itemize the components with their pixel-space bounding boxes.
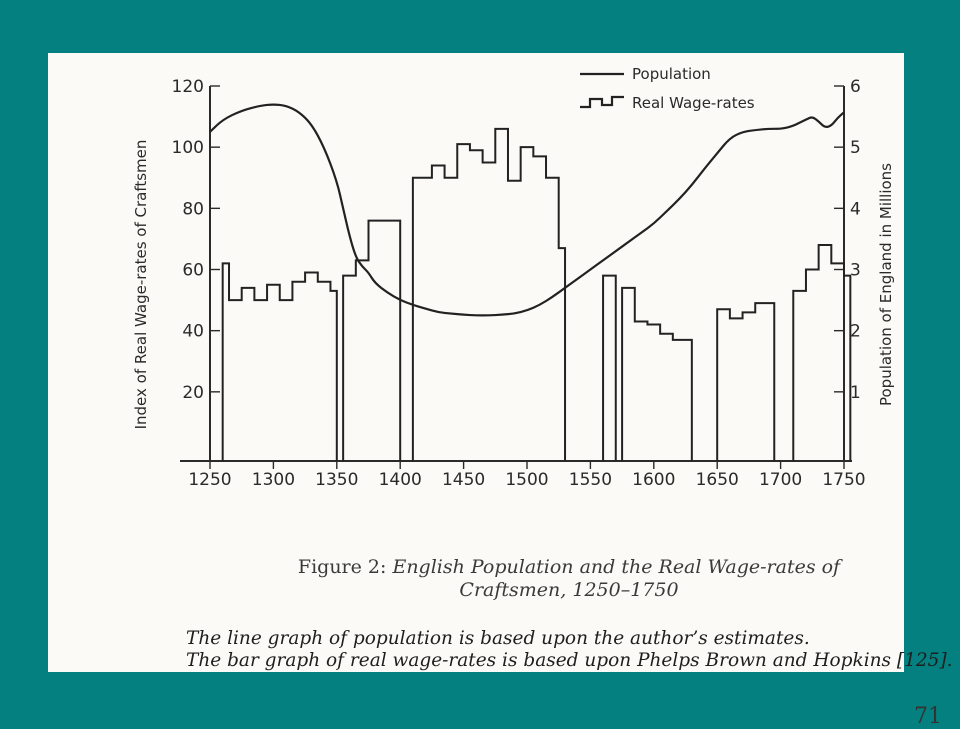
wage-population-chart: 20 40 60 80 100 120 1 2 3 4 5 6 1250 1300 1350 1400 1450…	[132, 65, 895, 490]
right-axis-title: Population of England in Millions	[877, 163, 895, 406]
left-tick-label: 100	[172, 138, 204, 158]
figure-label: Figure 2:	[297, 556, 387, 578]
population-line-group	[209, 103, 845, 317]
x-tick-label: 1300	[252, 470, 295, 490]
note-line-2: The bar graph of real wage-rates is base…	[186, 650, 953, 672]
right-tick-label: 5	[850, 138, 861, 158]
wage-bar-segment	[792, 244, 852, 461]
wage-bar-segment	[221, 262, 338, 461]
chart-axes: 20 40 60 80 100 120 1 2 3 4 5 6 1250 1300 1350 1400 1450…	[132, 77, 895, 490]
note-line-1: The line graph of population is based up…	[186, 628, 810, 649]
right-tick-label: 1	[850, 383, 861, 403]
x-tick-label: 1650	[696, 470, 739, 490]
left-tick-label: 80	[182, 199, 204, 219]
source-notes: The line graph of population is based up…	[186, 628, 953, 672]
wage-bar-segment	[621, 286, 693, 461]
wage-bar-segment	[716, 302, 776, 461]
x-tick-label: 1400	[379, 470, 422, 490]
x-tick-label: 1450	[442, 470, 485, 490]
wage-bar-segment	[602, 274, 617, 461]
x-tick-label: 1750	[822, 470, 865, 490]
page-number: 71	[914, 704, 942, 729]
x-tick-label: 1700	[759, 470, 802, 490]
legend-wage-swatch	[580, 95, 624, 109]
caption-line-2: Craftsmen, 1250–1750	[459, 578, 679, 601]
chart-legend: Population Real Wage-rates	[580, 65, 755, 112]
left-tick-label: 60	[182, 261, 204, 281]
wage-bars	[221, 127, 852, 461]
left-tick-label: 20	[182, 383, 204, 403]
x-tick-label: 1500	[505, 470, 548, 490]
population-line	[209, 103, 845, 317]
right-tick-label: 2	[850, 322, 861, 342]
x-tick-label: 1350	[315, 470, 358, 490]
right-tick-label: 6	[850, 77, 861, 97]
x-tick-label: 1250	[188, 470, 231, 490]
legend-population-label: Population	[632, 65, 711, 83]
wage-bar-segment	[342, 219, 402, 461]
wage-bar-segment	[411, 127, 567, 461]
figure-caption: Figure 2: English Population and the Rea…	[244, 556, 894, 602]
left-axis-title: Index of Real Wage-rates of Craftsmen	[132, 140, 150, 430]
book-page: 20 40 60 80 100 120 1 2 3 4 5 6 1250 1300 1350 1400 1450…	[48, 53, 953, 729]
legend-wage-label: Real Wage-rates	[632, 94, 755, 112]
x-tick-label: 1600	[632, 470, 675, 490]
right-tick-label: 3	[850, 261, 861, 281]
right-tick-label: 4	[850, 199, 861, 219]
x-tick-label: 1550	[569, 470, 612, 490]
caption-line-1: English Population and the Real Wage-rat…	[392, 556, 841, 578]
left-tick-label: 40	[182, 322, 204, 342]
left-tick-label: 120	[172, 77, 204, 97]
